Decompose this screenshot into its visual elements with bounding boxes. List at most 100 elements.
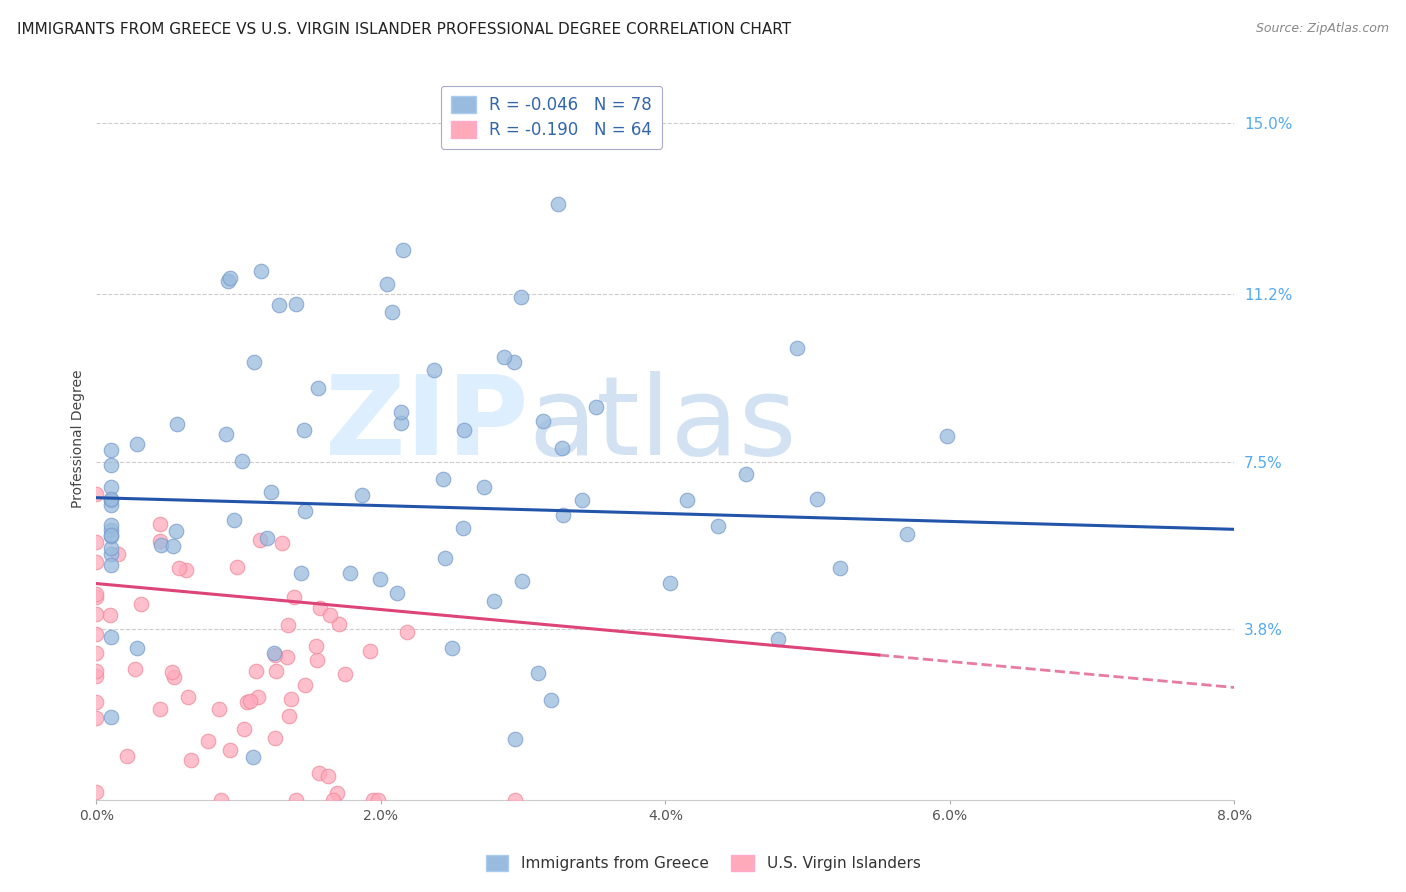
Point (482, 594, 505, 608)
Point (177, 690, 200, 704)
Point (242, 355, 264, 369)
Point (278, 709, 301, 723)
Point (100, 517, 122, 532)
Point (245, 664, 267, 678)
Point (494, 351, 516, 365)
Point (503, 793, 526, 807)
Point (247, 690, 270, 705)
Point (294, 678, 316, 692)
Point (225, 559, 247, 574)
Point (86, 665, 108, 679)
Point (264, 664, 287, 678)
Point (735, 467, 758, 481)
Point (339, 566, 361, 580)
Point (215, 427, 238, 442)
Point (328, 616, 350, 631)
Point (86, 784, 108, 798)
Point (322, 793, 344, 807)
Point (270, 536, 292, 550)
Point (231, 454, 253, 468)
Point (676, 493, 699, 508)
Legend: Immigrants from Greece, U.S. Virgin Islanders: Immigrants from Greece, U.S. Virgin Isla… (479, 849, 927, 877)
Point (86, 646, 108, 660)
Point (453, 423, 475, 437)
Point (451, 521, 474, 535)
Point (125, 437, 148, 451)
Point (267, 298, 290, 312)
Point (433, 551, 456, 566)
Point (389, 416, 412, 430)
Point (531, 414, 554, 428)
Point (174, 564, 197, 578)
Point (129, 597, 152, 611)
Text: ZIP: ZIP (325, 371, 529, 478)
Point (242, 750, 264, 764)
Point (367, 793, 389, 807)
Point (361, 793, 384, 807)
Point (163, 670, 186, 684)
Point (359, 644, 381, 658)
Point (100, 547, 122, 561)
Point (309, 601, 332, 615)
Point (86, 587, 108, 601)
Point (260, 485, 283, 500)
Point (326, 786, 349, 800)
Point (396, 625, 419, 640)
Point (125, 641, 148, 656)
Point (547, 197, 569, 211)
Point (162, 539, 184, 553)
Point (264, 731, 287, 745)
Point (86, 487, 108, 501)
Point (86, 695, 108, 709)
Point (86, 669, 108, 683)
Point (828, 561, 851, 575)
Point (375, 277, 398, 291)
Point (100, 630, 122, 644)
Point (249, 533, 271, 547)
Point (233, 722, 256, 736)
Point (222, 513, 245, 527)
Point (100, 480, 122, 494)
Point (768, 632, 790, 647)
Point (423, 363, 446, 377)
Point (502, 355, 524, 369)
Text: atlas: atlas (529, 371, 797, 478)
Point (294, 504, 316, 518)
Point (100, 458, 122, 472)
Point (432, 472, 454, 486)
Legend: R = -0.046   N = 78, R = -0.190   N = 64: R = -0.046 N = 78, R = -0.190 N = 64 (441, 86, 662, 149)
Point (551, 441, 574, 455)
Point (307, 653, 329, 667)
Point (571, 492, 593, 507)
Point (211, 793, 233, 807)
Point (263, 648, 285, 662)
Point (280, 691, 302, 706)
Point (197, 734, 219, 748)
Point (162, 665, 184, 679)
Point (115, 748, 138, 763)
Point (256, 532, 278, 546)
Text: Source: ZipAtlas.com: Source: ZipAtlas.com (1256, 22, 1389, 36)
Point (387, 586, 409, 600)
Point (276, 650, 298, 665)
Point (149, 702, 172, 716)
Point (319, 608, 342, 623)
Point (391, 405, 413, 419)
Point (219, 742, 242, 756)
Point (806, 491, 828, 506)
Point (86, 591, 108, 605)
Point (86, 711, 108, 725)
Point (107, 547, 129, 561)
Point (441, 641, 464, 656)
Point (896, 526, 918, 541)
Point (167, 560, 190, 574)
Point (283, 591, 305, 605)
Point (100, 491, 122, 506)
Point (304, 640, 326, 654)
Point (551, 508, 574, 522)
Point (510, 290, 533, 304)
Point (98, 608, 121, 623)
Point (503, 731, 526, 746)
Point (100, 709, 122, 723)
Point (585, 400, 607, 414)
